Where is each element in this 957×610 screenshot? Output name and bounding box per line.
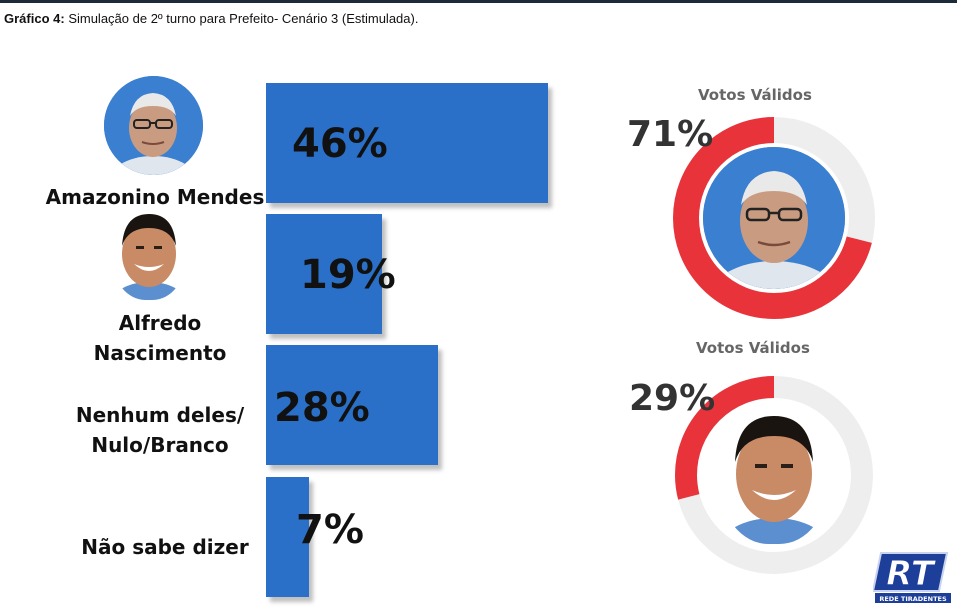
- donut1-avatar-icon: [703, 147, 845, 289]
- chart-title: Gráfico 4: Simulação de 2º turno para Pr…: [4, 11, 418, 26]
- svg-text:RT: RT: [886, 554, 937, 594]
- chart-title-text: Simulação de 2º turno para Prefeito- Cen…: [68, 11, 419, 26]
- bar-value-label-nao-sabe: 7%: [296, 507, 364, 553]
- donut1-svg: [673, 117, 875, 319]
- chart-title-prefix: Gráfico 4:: [4, 11, 65, 26]
- donut1: [673, 117, 875, 319]
- donut1-title: Votos Válidos: [698, 86, 812, 104]
- donut1-slice: [673, 117, 875, 319]
- donut2: [675, 376, 873, 574]
- avatar-amazonino-icon: [104, 76, 203, 175]
- donut2-value: 29%: [629, 378, 716, 419]
- donut2-slice: [675, 376, 873, 574]
- top-border-line: [0, 0, 957, 3]
- bar-value-label-alfredo: 19%: [300, 252, 396, 298]
- svg-text:REDE TIRADENTES: REDE TIRADENTES: [879, 595, 947, 603]
- category-label-nenhum: Nenhum deles/ Nulo/Branco: [75, 403, 245, 457]
- donut1-value: 71%: [627, 114, 714, 155]
- bar-alfredo: [266, 214, 382, 334]
- bar-amazonino: [266, 83, 548, 203]
- donut2-title: Votos Válidos: [696, 339, 810, 357]
- bar-value-label-amazonino: 46%: [292, 121, 388, 167]
- bar-nao-sabe: [266, 477, 309, 597]
- donut2-avatar-icon: [719, 404, 829, 544]
- rede-tiradentes-logo: RT REDE TIRADENTES: [871, 545, 953, 605]
- category-label-alfredo: Alfredo Nascimento: [93, 311, 227, 365]
- bar-value-label-nenhum: 28%: [274, 385, 370, 431]
- bar-nenhum: [266, 345, 438, 465]
- category-label-amazonino: Amazonino Mendes: [45, 185, 265, 209]
- donut2-svg: [675, 376, 873, 574]
- avatar-alfredo-icon: [112, 206, 186, 300]
- category-label-nao-sabe: Não sabe dizer: [81, 535, 249, 559]
